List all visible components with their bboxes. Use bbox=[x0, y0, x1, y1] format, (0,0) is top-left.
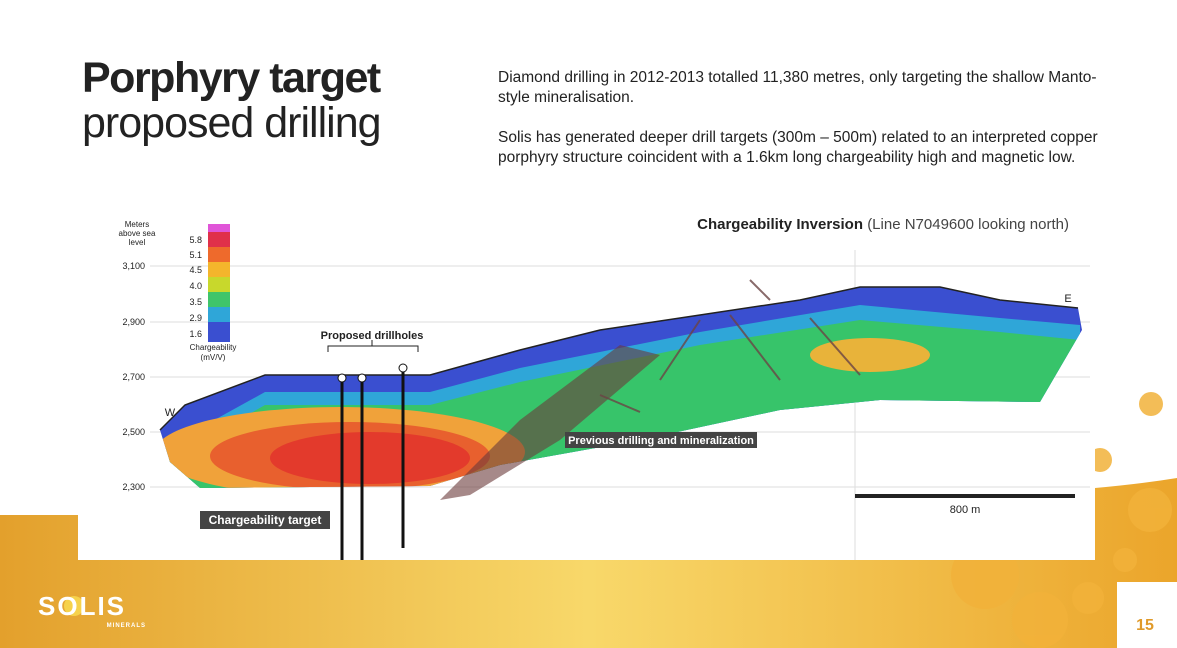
y-tick-label: 2,900 bbox=[122, 317, 145, 327]
logo-name: SOLIS bbox=[38, 591, 126, 621]
legend-value: 4.0 bbox=[189, 281, 202, 291]
axis-label: Meters bbox=[125, 220, 149, 229]
target-label: Chargeability target bbox=[209, 513, 322, 527]
paragraph: Solis has generated deeper drill targets… bbox=[498, 129, 1098, 166]
colorbar bbox=[208, 224, 230, 342]
title-light: proposed drilling bbox=[82, 99, 381, 147]
logo-sub: MINERALS bbox=[107, 623, 146, 629]
previous-label: Previous drilling and mineralization bbox=[568, 435, 754, 447]
proposed-holes bbox=[340, 368, 405, 560]
bracket bbox=[327, 340, 419, 352]
paragraph: Diamond drilling in 2012-2013 totalled 1… bbox=[498, 69, 1097, 106]
legend-value: 5.8 bbox=[189, 235, 202, 245]
west-label: W bbox=[165, 407, 176, 419]
label-box bbox=[200, 511, 330, 529]
legend-label: (mV/V) bbox=[201, 353, 226, 362]
page-box bbox=[1117, 582, 1177, 648]
y-tick-label: 2,300 bbox=[122, 482, 145, 492]
legend-value: 5.1 bbox=[189, 250, 202, 260]
legend-value: 4.5 bbox=[189, 265, 202, 275]
figure-title: Chargeability Inversion (Line N7049600 l… bbox=[697, 216, 1069, 233]
y-tick-label: 2,500 bbox=[122, 427, 145, 437]
legend-label: Chargeability bbox=[190, 343, 237, 352]
bottom-band bbox=[0, 478, 1177, 648]
logo-dot bbox=[64, 596, 84, 616]
figure-title-bold: Chargeability Inversion bbox=[697, 216, 863, 233]
legend-value: 3.5 bbox=[189, 297, 202, 307]
title-bold: Porphyry target bbox=[82, 54, 381, 102]
axis-label: level bbox=[129, 238, 146, 247]
section-outline bbox=[159, 286, 1079, 431]
label-box bbox=[565, 432, 757, 448]
hole-collars bbox=[337, 363, 408, 383]
y-tick-label: 3,100 bbox=[122, 261, 145, 271]
axis-label: above sea bbox=[119, 229, 156, 238]
legend-value: 2.9 bbox=[189, 313, 202, 323]
scale-label: 800 m bbox=[950, 504, 981, 516]
y-tick-label: 2,700 bbox=[122, 372, 145, 382]
proposed-label: Proposed drillholes bbox=[321, 330, 424, 342]
previous-drilling bbox=[440, 279, 861, 500]
legend-value: 1.6 bbox=[189, 329, 202, 339]
east-label: E bbox=[1064, 293, 1071, 305]
figure-title-rest: (Line N7049600 looking north) bbox=[867, 216, 1069, 233]
page-number: 15 bbox=[1136, 617, 1154, 634]
